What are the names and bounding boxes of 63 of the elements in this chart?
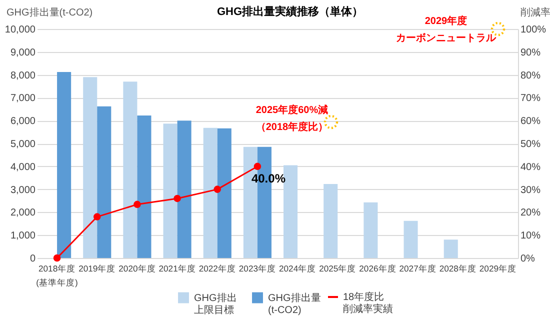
x-tick-label: 2020年度 [118, 264, 156, 274]
bar [177, 120, 192, 258]
x-tick-label: 2025年度 [319, 264, 356, 274]
x-tick-label: 2027年度 [399, 264, 436, 274]
point [214, 186, 222, 193]
x-tick-label: 2028年度 [439, 264, 476, 274]
bar [404, 220, 418, 258]
bar [83, 77, 98, 258]
point [174, 194, 181, 202]
bar [137, 116, 152, 258]
legend-label: GHG排出量(t-CO2) [268, 292, 321, 316]
point [134, 200, 141, 208]
bar [324, 184, 338, 258]
y-tick-label: 5,000 [10, 139, 36, 150]
data-label: 40.0% [251, 171, 286, 186]
bar [364, 202, 378, 258]
point [254, 162, 262, 170]
x-tick-label: 2018年度(基準年度) [36, 264, 78, 288]
y-tick-label: 3,000 [10, 184, 36, 196]
y-tick-label: 7,000 [10, 93, 36, 104]
y2-tick-label: 40% [520, 162, 541, 173]
x-tick-label: 2023年度 [238, 264, 276, 274]
bar [123, 82, 138, 258]
y2-tick-label: 80% [520, 70, 541, 82]
x-tick-label: 2022年度 [198, 264, 236, 274]
bar [57, 72, 72, 258]
y-tick-label: 4,000 [10, 162, 36, 173]
y2-tick-label: 0% [520, 254, 536, 264]
point [93, 213, 101, 220]
y-tick-label: 10,000 [4, 24, 36, 36]
y-tick-label: 6,000 [10, 116, 36, 128]
x-tick-label: 2021年度 [158, 264, 196, 274]
bar [444, 240, 458, 258]
x-tick-label: 2026年度 [359, 264, 396, 274]
x-tick-label: 2024年度 [278, 264, 316, 274]
y2-tick-label: 100% [520, 24, 546, 36]
y-tick-label: 8,000 [10, 70, 36, 82]
y2-tick-label: 90% [520, 47, 541, 58]
bar [284, 165, 298, 258]
y2-axis-title: 削減率 [520, 6, 550, 18]
chart-title: GHG排出量実績推移（単体） [216, 5, 364, 18]
y2-tick-label: 70% [520, 93, 541, 104]
bar [163, 124, 178, 258]
annotation: 2029年度カーボンニュートラル [396, 15, 497, 44]
bar [217, 128, 232, 258]
annotation: 2025年度60%減（2018年度比） [256, 104, 328, 133]
y-axis-title: GHG排出量(t-CO2) [6, 6, 93, 18]
legend-label: 18年度比削減率実績 [343, 291, 393, 315]
x-tick-label: 2019年度 [78, 264, 116, 274]
legend-label: GHG排出上限目標 [194, 292, 237, 316]
point [53, 254, 61, 262]
y-tick-label: 0 [30, 254, 36, 264]
y2-tick-label: 30% [520, 184, 541, 196]
y-tick-label: 1,000 [10, 230, 36, 242]
bar [97, 106, 112, 258]
y2-tick-label: 50% [520, 139, 541, 150]
y2-tick-label: 60% [520, 116, 541, 128]
y2-tick-label: 20% [520, 208, 541, 219]
bar [203, 128, 218, 258]
y-tick-label: 2,000 [10, 208, 36, 219]
x-tick-label: 2029年度 [479, 264, 517, 274]
y-tick-label: 9,000 [10, 47, 36, 58]
y2-tick-label: 10% [520, 230, 541, 242]
